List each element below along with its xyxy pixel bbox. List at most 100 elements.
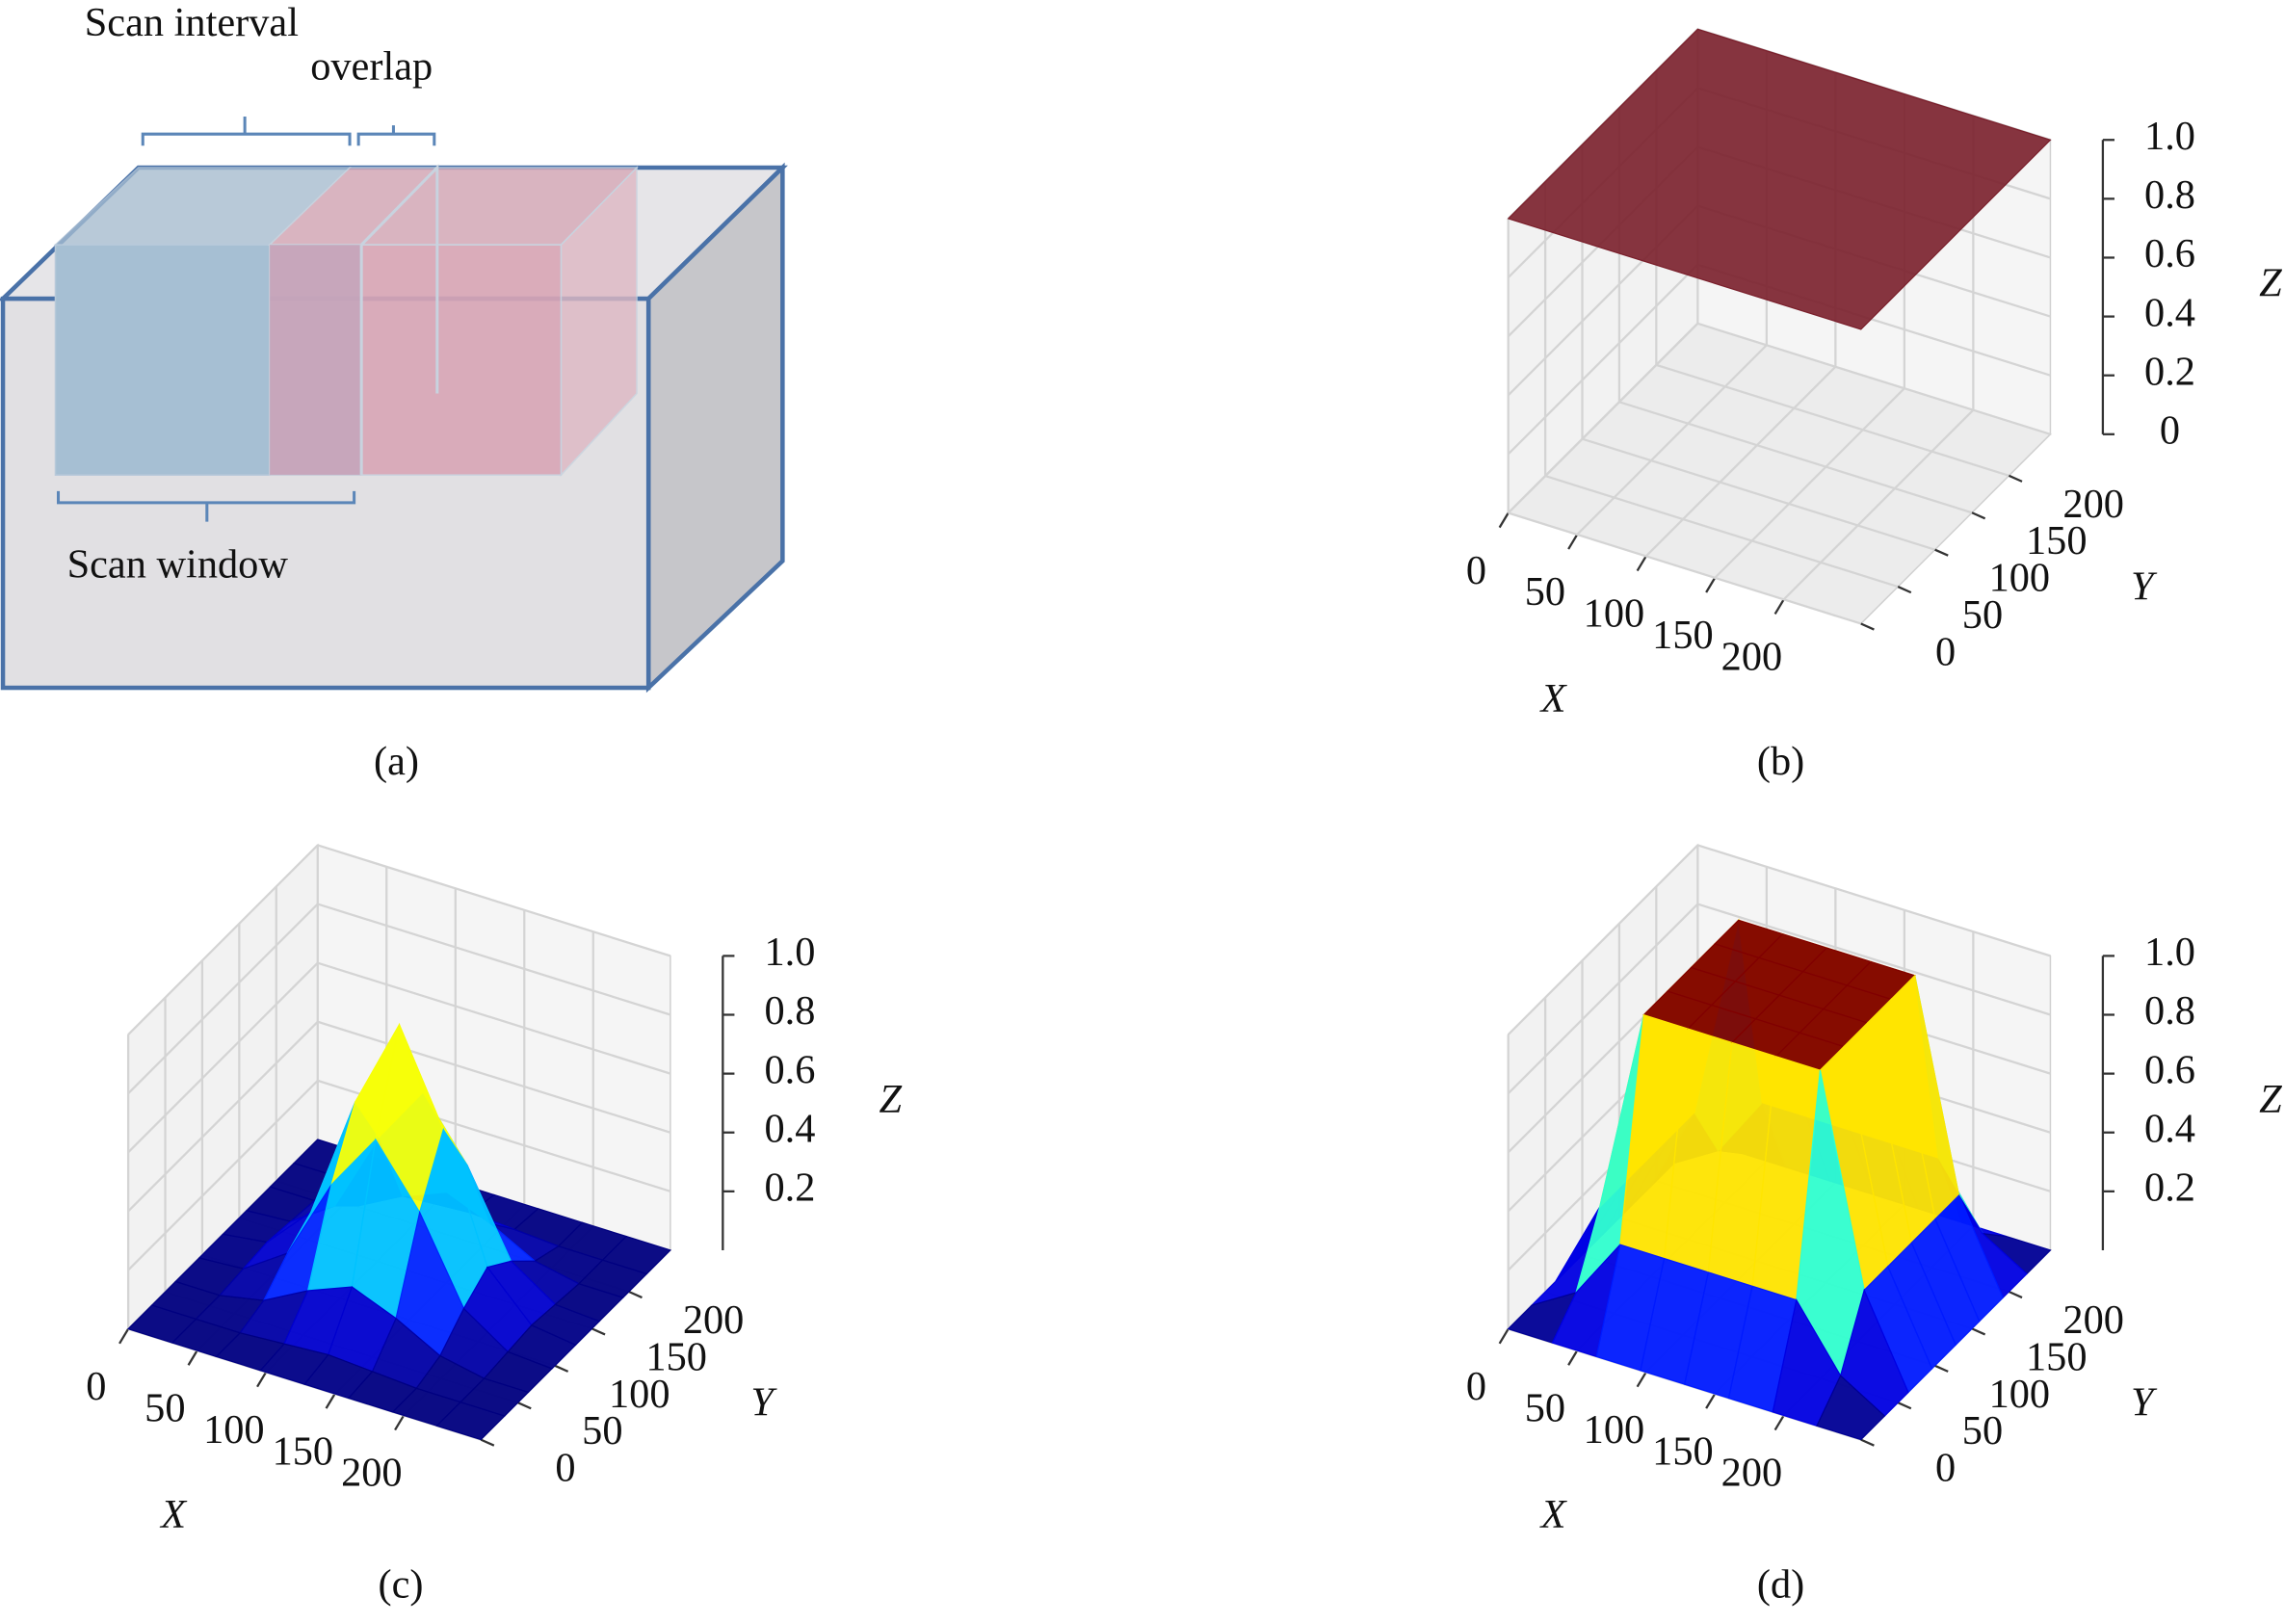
tick-mark	[118, 1328, 130, 1345]
y-tick-label: 150	[2026, 1334, 2088, 1379]
z-tick-label: 0.2	[2144, 349, 2195, 394]
x-tick-label: 50	[1525, 1385, 1565, 1430]
z-tick-label: 0.4	[2144, 290, 2195, 335]
grid-line	[127, 961, 319, 1154]
x-tick-label: 0	[1466, 1364, 1486, 1409]
grid-line	[1697, 844, 2051, 957]
tick-mark	[517, 1401, 532, 1410]
grid-line	[127, 1080, 319, 1271]
x-tick-label: 200	[1721, 1451, 1783, 1496]
grid-line	[317, 903, 671, 1016]
z-tick-label: 1.0	[2144, 930, 2195, 975]
x-tick-label: 200	[341, 1451, 403, 1496]
tick-mark	[187, 1349, 198, 1366]
y-axis-label: Y	[2131, 563, 2158, 609]
tick-mark	[1971, 1327, 1986, 1336]
grid-line	[1508, 511, 1862, 625]
caption: (b)	[1757, 739, 1804, 784]
tick-mark	[1567, 1349, 1579, 1366]
x-tick-label: 100	[1584, 1407, 1645, 1453]
x-tick-label: 150	[273, 1428, 334, 1474]
tick-mark	[1498, 511, 1510, 529]
tick-mark	[1897, 1401, 1912, 1410]
y-tick-label: 150	[2026, 518, 2088, 563]
y-tick-label: 0	[1935, 1446, 1956, 1491]
label: Scan interval	[85, 0, 299, 45]
y-tick-label: 0	[555, 1446, 575, 1491]
tick-mark	[394, 1414, 406, 1431]
grid-line	[1656, 363, 2009, 477]
tick-mark	[1773, 1414, 1785, 1431]
grid-line	[1507, 263, 1699, 456]
grid-line	[1714, 387, 1905, 579]
z-axis-label: Z	[880, 1077, 903, 1122]
y-tick-label: 0	[1935, 629, 1956, 674]
y-tick-label: 100	[1989, 1372, 2051, 1417]
x-tick-label: 200	[1721, 635, 1783, 680]
tick-mark	[325, 1393, 336, 1409]
grid-line	[1507, 323, 1699, 514]
grid-line	[1582, 437, 1935, 551]
tick-mark	[1860, 622, 1875, 631]
z-tick-label: 0.4	[2144, 1106, 2195, 1151]
caption: (d)	[1757, 1562, 1804, 1608]
tick-mark	[628, 1290, 643, 1299]
grid-line	[1697, 322, 2051, 435]
surface-face	[1816, 1375, 1886, 1441]
grid-line	[1618, 401, 1973, 514]
y-tick-label: 100	[1989, 556, 2051, 601]
y-tick-label: 200	[2062, 1297, 2124, 1343]
z-axis-label: Z	[2259, 261, 2282, 306]
y-axis-label: Y	[750, 1380, 777, 1426]
z-tick-label: 0.8	[2144, 172, 2195, 218]
z-tick-label: 0.6	[764, 1047, 815, 1092]
grid-line	[317, 1020, 671, 1134]
tick-mark	[1897, 586, 1912, 594]
chart: 0 50 100 150 200 0501001502000.20.40.60.81.0X…	[86, 843, 903, 1608]
x-tick-label: 50	[1525, 569, 1565, 615]
caption: (a)	[374, 739, 419, 784]
z-axis-label: Z	[2259, 1077, 2282, 1122]
z-tick-label: 0.8	[764, 988, 815, 1034]
tick-mark	[1498, 1328, 1510, 1345]
grid-line	[1507, 903, 1699, 1094]
y-tick-label: 150	[645, 1334, 707, 1379]
x-axis-label: X	[1539, 1492, 1568, 1537]
overlap-region	[269, 245, 362, 476]
x-tick-label: 150	[1652, 1428, 1714, 1474]
diagram: Scan interval overlap Scan window (a)	[0, 0, 788, 784]
surface-face	[1507, 28, 2052, 330]
label: overlap	[310, 43, 433, 89]
grid-line	[1644, 365, 1837, 558]
grid-line	[127, 1020, 319, 1213]
surface-face	[435, 1401, 506, 1441]
grid-line	[317, 961, 671, 1075]
z-tick-label: 0.2	[2144, 1166, 2195, 1211]
x-tick-label: 150	[1652, 613, 1714, 658]
tick-mark	[1773, 598, 1785, 616]
grid-line	[1507, 844, 1699, 1035]
tick-mark	[1636, 555, 1647, 572]
tick-mark	[1705, 577, 1717, 593]
y-tick-label: 50	[582, 1408, 622, 1454]
tick-mark	[256, 1371, 268, 1388]
y-tick-label: 50	[1962, 1408, 2003, 1454]
grid-line	[127, 903, 319, 1094]
y-tick-label: 50	[1962, 592, 2003, 638]
bracket	[56, 490, 356, 522]
y-axis-label: Y	[2131, 1380, 2158, 1426]
z-tick-label: 0.6	[2144, 231, 2195, 276]
caption: (c)	[379, 1562, 424, 1608]
tick-mark	[554, 1364, 569, 1373]
tick-mark	[1705, 1393, 1717, 1409]
tick-mark	[480, 1438, 495, 1447]
grid-line	[317, 844, 671, 957]
tick-mark	[1636, 1371, 1647, 1388]
z-tick-label: 0.2	[764, 1166, 815, 1211]
tick-mark	[1971, 511, 1986, 520]
grid-line	[1544, 475, 1899, 589]
tick-mark	[1934, 548, 1949, 557]
tick-mark	[2008, 1290, 2023, 1299]
y-tick-label: 200	[2062, 482, 2124, 527]
